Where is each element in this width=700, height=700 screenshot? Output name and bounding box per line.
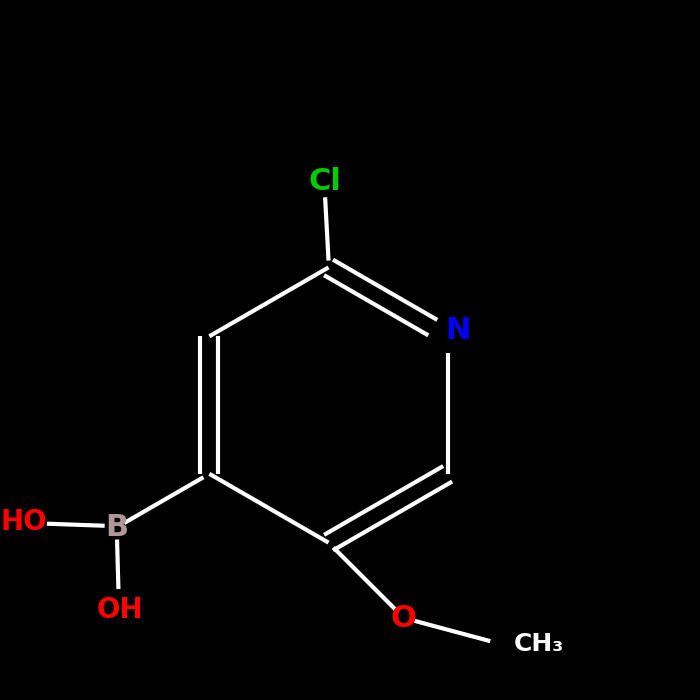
Text: OH: OH (97, 596, 143, 624)
Text: Cl: Cl (309, 167, 342, 196)
Text: B: B (106, 512, 129, 542)
Text: N: N (445, 316, 470, 345)
Text: HO: HO (1, 508, 48, 536)
Text: O: O (391, 603, 417, 633)
Text: CH₃: CH₃ (514, 632, 564, 656)
